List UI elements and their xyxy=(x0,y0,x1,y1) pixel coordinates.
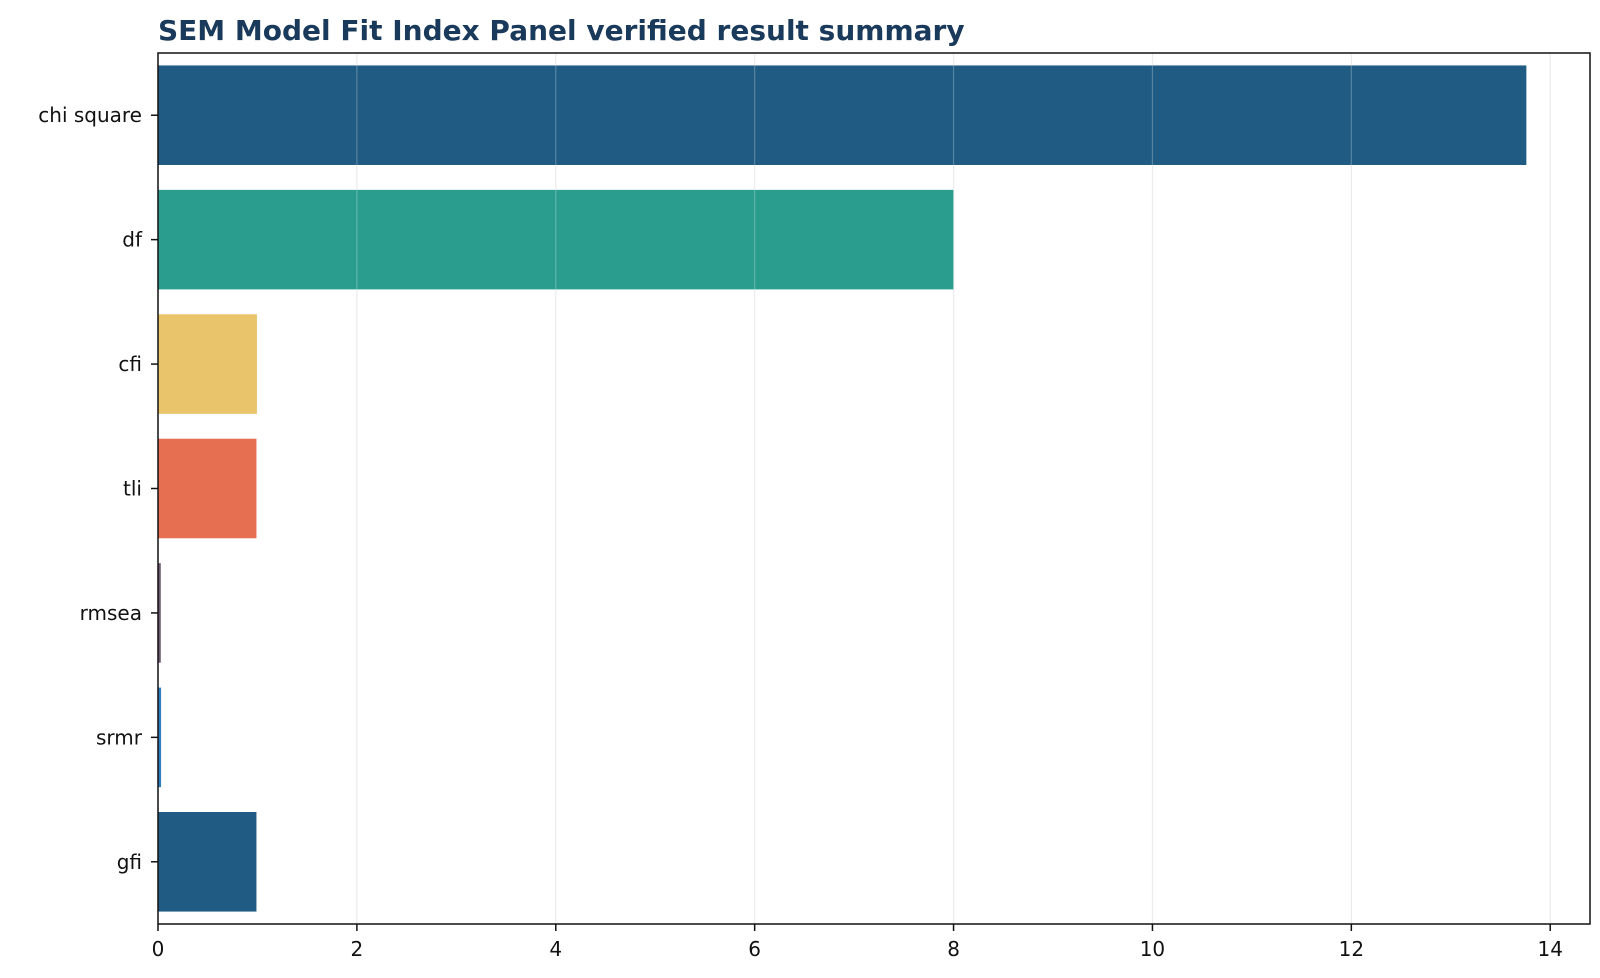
plot-frame xyxy=(157,52,1591,925)
x-tick-label: 4 xyxy=(549,937,562,961)
x-tick-label: 10 xyxy=(1140,937,1165,961)
y-tick-label: gfi xyxy=(117,850,142,874)
x-axis-labels: 0 2 4 6 8 10 12 14 xyxy=(152,924,1563,961)
y-tick-label: chi square xyxy=(38,103,142,127)
grid-overlay xyxy=(356,53,1551,924)
y-tick-label: df xyxy=(122,228,143,252)
grid-layer xyxy=(157,53,1551,924)
bar-tli xyxy=(158,438,257,539)
y-tick-label: tli xyxy=(123,477,142,501)
y-tick-label: srmr xyxy=(96,725,143,749)
x-tick-label: 8 xyxy=(947,937,960,961)
bar-srmr xyxy=(158,687,162,788)
x-tick-label: 2 xyxy=(351,937,364,961)
bar-rmsea xyxy=(158,563,161,663)
bars-layer xyxy=(158,65,1527,912)
bar-chi-square xyxy=(158,65,1527,165)
bar-gfi xyxy=(158,812,257,912)
chart-title: SEM Model Fit Index Panel verified resul… xyxy=(158,14,965,47)
x-tick-label: 12 xyxy=(1339,937,1364,961)
bar-cfi xyxy=(158,314,257,414)
bar-df xyxy=(158,189,954,290)
x-tick-label: 14 xyxy=(1537,937,1562,961)
y-tick-label: rmsea xyxy=(80,601,142,625)
x-tick-label: 6 xyxy=(748,937,761,961)
y-tick-label: cfi xyxy=(118,352,142,376)
x-tick-label: 0 xyxy=(152,937,165,961)
y-axis-labels: chi square df cfi tli rmsea srmr gfi xyxy=(38,103,158,874)
